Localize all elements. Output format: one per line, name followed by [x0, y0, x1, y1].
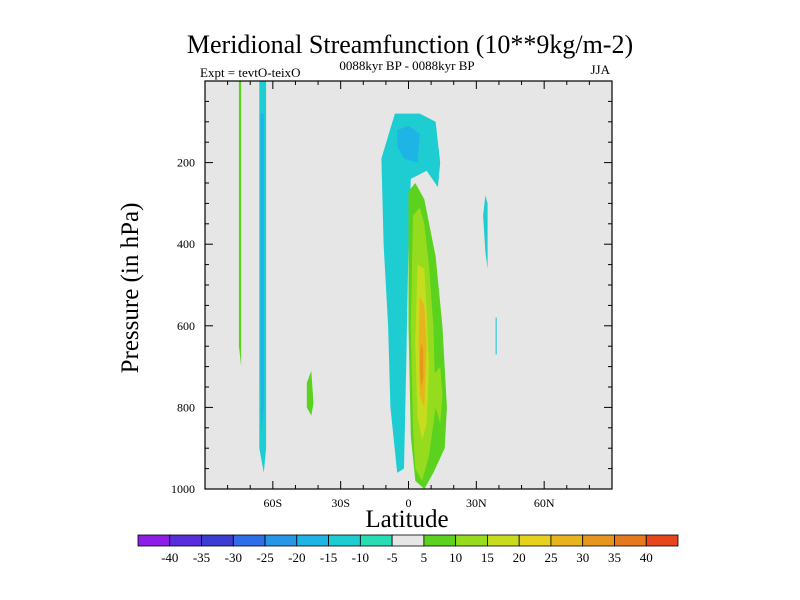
colorbar-box: [582, 534, 615, 547]
x-axis-label: Latitude: [365, 506, 448, 533]
plot-area: 60S 30S 0 30N 60N 200 400 600 800 1000: [171, 80, 613, 510]
x-tick-label: 60N: [534, 496, 555, 510]
x-axis-ticks: 60S 30S 0 30N 60N: [263, 81, 555, 510]
colorbar-label: -25: [256, 550, 273, 565]
minor-ticks: [205, 81, 612, 489]
y-tick-label: 600: [177, 319, 195, 333]
contour-region-5: [495, 317, 497, 355]
colorbar-label: 15: [481, 550, 494, 565]
colorbar-box: [232, 534, 266, 547]
colorbar-boxes: [137, 534, 679, 547]
x-tick-label: 30S: [331, 496, 350, 510]
chart-subtitle-right: JJA: [590, 62, 610, 77]
colorbar-box: [296, 534, 329, 547]
colorbar-box: [264, 534, 298, 547]
y-tick-label: 1000: [171, 482, 195, 496]
chart-subtitle-left: Expt = tevtO-teixO: [200, 65, 300, 80]
colorbar-label: 25: [544, 550, 557, 565]
contour-region-13: [433, 366, 443, 424]
colorbar-box: [201, 534, 234, 547]
contour-layer: [238, 81, 497, 489]
colorbar-label: 40: [640, 550, 653, 565]
colorbar-box: [550, 534, 584, 547]
contour-region-2: [381, 113, 441, 473]
contour-region-6: [238, 81, 242, 367]
contour-region-4: [483, 195, 488, 269]
contour-region-1: [260, 113, 264, 432]
colorbar-labels: -40 -35 -30 -25 -20 -15 -10 -5 5 10 15 20 25 30 35 40: [161, 550, 653, 565]
colorbar-label: -30: [225, 550, 242, 565]
y-axis-ticks: 200 400 600 800 1000: [171, 156, 612, 496]
colorbar-box: [518, 534, 552, 547]
colorbar-label: 10: [449, 550, 462, 565]
colorbar-label: -20: [288, 550, 305, 565]
colorbar-box: [391, 534, 425, 547]
colorbar-box: [328, 534, 361, 547]
y-tick-label: 800: [177, 400, 195, 414]
x-tick-label: 30N: [466, 496, 487, 510]
contour-region-3: [397, 125, 420, 163]
colorbar-box: [455, 534, 488, 547]
colorbar-label: 35: [608, 550, 621, 565]
colorbar-box: [645, 534, 679, 547]
colorbar-box: [137, 534, 171, 547]
chart-subtitle-center: 0088kyr BP - 0088kyr BP: [339, 58, 474, 73]
colorbar-label: -15: [320, 550, 337, 565]
colorbar-label: -5: [387, 550, 398, 565]
contour-region-12: [419, 342, 424, 387]
colorbar-box: [487, 534, 520, 547]
y-axis-label: Pressure (in hPa): [117, 203, 144, 374]
x-tick-label: 60S: [263, 496, 282, 510]
colorbar-label: 5: [421, 550, 428, 565]
chart-title: Meridional Streamfunction (10**9kg/m-2): [187, 30, 633, 59]
colorbar-box: [169, 534, 202, 547]
colorbar-label: 20: [513, 550, 526, 565]
colorbar-label: -40: [161, 550, 178, 565]
colorbar-label: -35: [193, 550, 210, 565]
y-tick-label: 400: [177, 237, 195, 251]
contour-region-7: [306, 370, 314, 416]
x-tick-label: 0: [406, 496, 412, 510]
colorbar-label: -10: [352, 550, 369, 565]
colorbar-box: [423, 534, 457, 547]
colorbar: -40 -35 -30 -25 -20 -15 -10 -5 5 10 15 20 25 30 35 40: [137, 534, 679, 565]
colorbar-label: 30: [576, 550, 589, 565]
y-tick-label: 200: [177, 156, 195, 170]
colorbar-box: [359, 534, 393, 547]
colorbar-box: [614, 534, 647, 547]
